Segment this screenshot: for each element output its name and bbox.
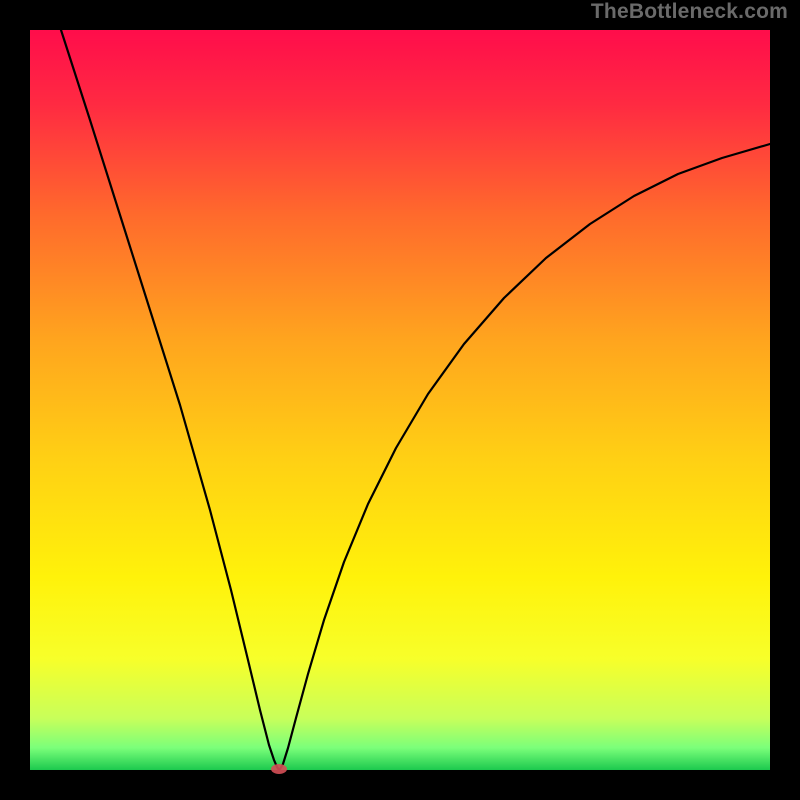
watermark-text: TheBottleneck.com [591,0,788,24]
curve-layer [0,0,800,800]
chart-frame: TheBottleneck.com [0,0,800,800]
minimum-marker [271,764,287,774]
bottleneck-curve [61,30,770,769]
